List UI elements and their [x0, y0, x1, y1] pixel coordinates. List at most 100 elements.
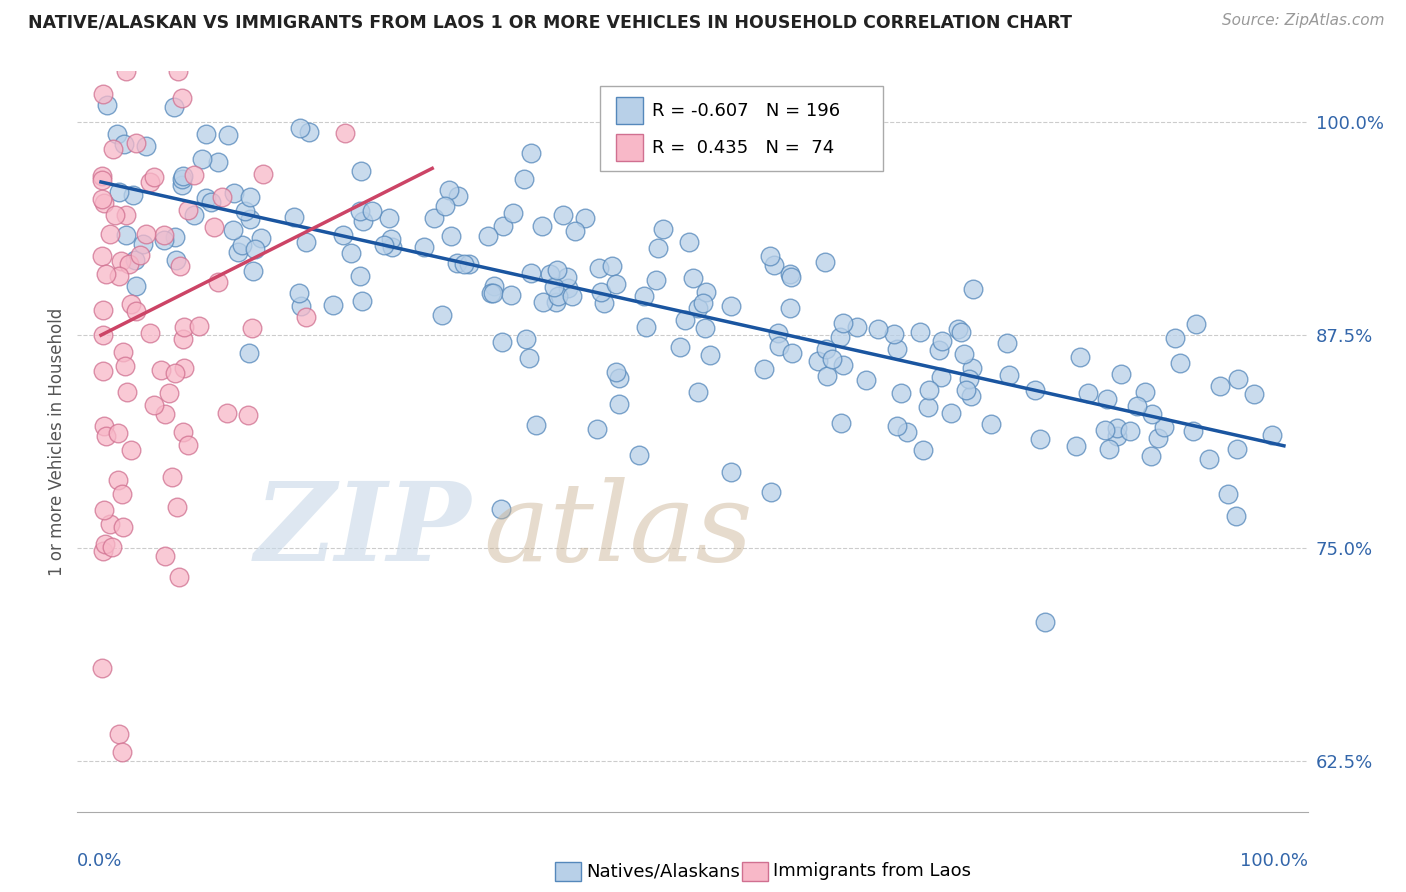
Point [111, 487, 134, 501]
Point [163, 229, 186, 244]
Point [226, 244, 249, 259]
Point [512, 171, 534, 186]
Point [381, 240, 404, 254]
Point [831, 358, 853, 372]
Point [980, 417, 1002, 431]
Point [138, 175, 160, 189]
Point [112, 345, 135, 359]
Point [515, 332, 537, 346]
Point [1168, 356, 1191, 370]
Point [138, 326, 160, 340]
Point [160, 469, 183, 483]
Point [866, 322, 889, 336]
Point [998, 368, 1021, 382]
Text: 100.0%: 100.0% [1240, 853, 1308, 871]
Point [588, 261, 610, 276]
Point [231, 237, 253, 252]
Point [1033, 615, 1056, 630]
Point [440, 229, 463, 244]
Point [759, 485, 782, 500]
Point [434, 199, 457, 213]
Point [114, 209, 136, 223]
Point [295, 310, 318, 325]
Point [557, 280, 579, 294]
Point [806, 354, 828, 368]
Point [543, 280, 565, 294]
Point [252, 167, 274, 181]
Point [91, 543, 114, 558]
Point [1126, 400, 1149, 414]
Text: Immigrants from Laos: Immigrants from Laos [773, 863, 972, 880]
Point [91, 87, 114, 101]
Point [1109, 367, 1132, 381]
Point [96, 98, 118, 112]
Point [93, 503, 115, 517]
Point [762, 258, 785, 272]
Point [91, 661, 114, 675]
Point [173, 360, 195, 375]
Point [960, 360, 983, 375]
Point [172, 332, 194, 346]
Point [1164, 331, 1187, 345]
Point [830, 416, 852, 430]
Point [628, 448, 651, 462]
Point [166, 500, 188, 515]
Point [165, 252, 187, 267]
Text: Natives/Alaskans: Natives/Alaskans [586, 863, 740, 880]
Point [645, 273, 668, 287]
Point [1198, 452, 1220, 467]
Point [815, 342, 838, 356]
Point [1218, 487, 1240, 501]
Point [124, 136, 146, 150]
Point [352, 213, 374, 227]
Point [239, 190, 262, 204]
Point [194, 191, 217, 205]
Point [157, 385, 180, 400]
Point [128, 248, 150, 262]
Point [115, 227, 138, 242]
Point [995, 336, 1018, 351]
FancyBboxPatch shape [616, 135, 644, 161]
Text: Source: ZipAtlas.com: Source: ZipAtlas.com [1222, 13, 1385, 29]
Point [605, 277, 627, 292]
Point [378, 211, 401, 226]
Point [931, 370, 953, 384]
Point [607, 397, 630, 411]
Point [165, 367, 187, 381]
Point [439, 183, 461, 197]
Point [1097, 442, 1119, 456]
Point [564, 224, 586, 238]
Point [121, 188, 143, 202]
Point [600, 259, 623, 273]
Point [207, 275, 229, 289]
Point [173, 319, 195, 334]
Point [91, 364, 114, 378]
Point [115, 64, 138, 78]
Point [101, 142, 124, 156]
Point [93, 537, 115, 551]
Point [98, 517, 121, 532]
Text: R =  0.435   N =  74: R = 0.435 N = 74 [652, 138, 834, 157]
FancyBboxPatch shape [600, 87, 883, 171]
Point [447, 189, 470, 203]
Point [1225, 509, 1247, 524]
Point [188, 318, 211, 333]
Point [955, 383, 977, 397]
Text: R = -0.607   N = 196: R = -0.607 N = 196 [652, 102, 839, 120]
Point [695, 321, 717, 335]
Point [931, 334, 953, 349]
Point [125, 279, 148, 293]
Point [177, 438, 200, 452]
Point [170, 91, 193, 105]
Point [177, 203, 200, 218]
Point [1024, 384, 1046, 398]
Point [950, 326, 973, 340]
Point [332, 228, 354, 243]
Point [633, 288, 655, 302]
Point [673, 313, 696, 327]
Point [1153, 420, 1175, 434]
Point [217, 128, 239, 143]
Point [1077, 386, 1099, 401]
Point [477, 228, 499, 243]
Point [132, 236, 155, 251]
